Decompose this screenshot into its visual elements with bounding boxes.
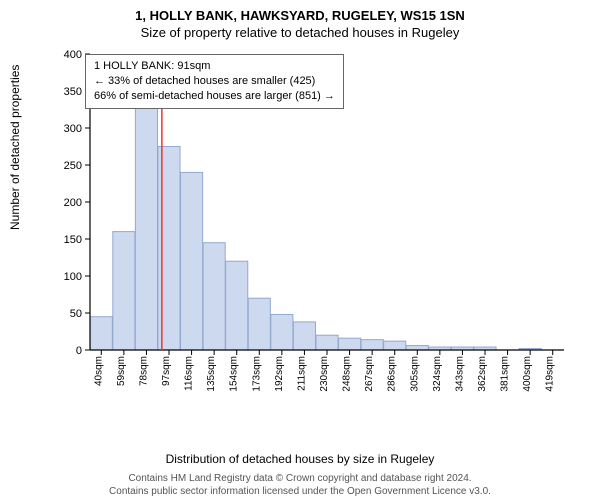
svg-text:300: 300 xyxy=(64,123,82,135)
svg-text:362sqm: 362sqm xyxy=(477,356,488,392)
svg-text:0: 0 xyxy=(76,345,82,357)
svg-text:324sqm: 324sqm xyxy=(432,356,443,392)
annotation-box: 1 HOLLY BANK: 91sqm ← 33% of detached ho… xyxy=(85,54,344,109)
y-axis-label: Number of detached properties xyxy=(8,65,22,230)
footer-line1: Contains HM Land Registry data © Crown c… xyxy=(0,472,600,485)
annotation-line3: 66% of semi-detached houses are larger (… xyxy=(94,89,335,104)
svg-text:40sqm: 40sqm xyxy=(93,356,104,386)
title-main: 1, HOLLY BANK, HAWKSYARD, RUGELEY, WS15 … xyxy=(0,0,600,23)
svg-text:200: 200 xyxy=(64,197,82,209)
svg-text:150: 150 xyxy=(64,234,82,246)
svg-text:59sqm: 59sqm xyxy=(116,356,127,386)
svg-text:248sqm: 248sqm xyxy=(342,356,353,392)
svg-text:135sqm: 135sqm xyxy=(206,356,217,392)
x-axis-label: Distribution of detached houses by size … xyxy=(0,452,600,466)
svg-text:154sqm: 154sqm xyxy=(229,356,240,392)
svg-text:192sqm: 192sqm xyxy=(274,356,285,392)
svg-text:381sqm: 381sqm xyxy=(500,356,511,392)
svg-text:419sqm: 419sqm xyxy=(545,356,556,392)
footer: Contains HM Land Registry data © Crown c… xyxy=(0,472,600,498)
svg-text:350: 350 xyxy=(64,86,82,98)
chart-container: 1, HOLLY BANK, HAWKSYARD, RUGELEY, WS15 … xyxy=(0,0,600,500)
svg-text:230sqm: 230sqm xyxy=(319,356,330,392)
svg-text:116sqm: 116sqm xyxy=(184,356,195,391)
title-sub: Size of property relative to detached ho… xyxy=(0,23,600,40)
svg-text:250: 250 xyxy=(64,160,82,172)
svg-text:97sqm: 97sqm xyxy=(161,356,172,386)
annotation-line2: ← 33% of detached houses are smaller (42… xyxy=(94,74,335,89)
svg-text:400sqm: 400sqm xyxy=(522,356,533,392)
svg-text:211sqm: 211sqm xyxy=(296,356,307,391)
svg-text:173sqm: 173sqm xyxy=(251,356,262,392)
svg-text:50: 50 xyxy=(70,308,82,320)
svg-text:343sqm: 343sqm xyxy=(454,356,465,392)
svg-text:267sqm: 267sqm xyxy=(364,356,375,392)
annotation-line1: 1 HOLLY BANK: 91sqm xyxy=(94,59,335,74)
svg-text:100: 100 xyxy=(64,271,82,283)
footer-line2: Contains public sector information licen… xyxy=(0,485,600,498)
svg-text:400: 400 xyxy=(64,50,82,61)
svg-text:305sqm: 305sqm xyxy=(409,356,420,392)
svg-text:286sqm: 286sqm xyxy=(387,356,398,392)
svg-text:78sqm: 78sqm xyxy=(138,356,149,386)
